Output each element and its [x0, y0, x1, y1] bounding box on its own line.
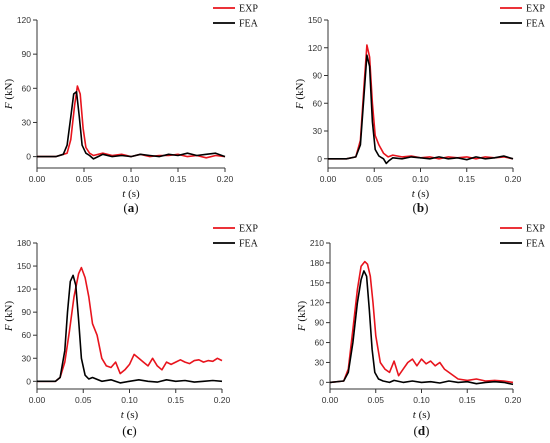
panel-label: (a)	[123, 200, 138, 215]
chart-panel-c: 0.00 0.05 0.10 0.15 0.20 0 30 60 90 120 150 180 t (s…	[3, 224, 259, 439]
x-tick-label: 0.00	[29, 395, 46, 405]
series-line-exp	[329, 260, 514, 384]
x-tick-label: 0.05	[76, 174, 93, 184]
chart-panel-d: 0.00 0.05 0.10 0.15 0.20 0 30 60 90 120 150 180 210 t…	[296, 224, 546, 439]
panel-label: (c)	[122, 423, 136, 438]
x-tick-label: 0.00	[29, 174, 46, 184]
panel-label: (b)	[413, 200, 429, 215]
x-tick-label: 0.05	[366, 174, 383, 184]
y-tick-label: 60	[22, 83, 32, 93]
y-tick-label: 150	[17, 261, 31, 271]
x-tick-label: 0.10	[121, 395, 138, 405]
y-tick-label: 120	[308, 43, 322, 53]
y-tick-label: 180	[310, 258, 324, 268]
x-tick-label: 0.10	[123, 174, 140, 184]
legend-label-exp: EXP	[239, 4, 258, 15]
x-axis-label: t (s)	[412, 188, 430, 200]
x-tick-label: 0.20	[505, 174, 522, 184]
x-tick-label: 0.20	[214, 395, 231, 405]
legend: EXP FEA	[213, 224, 259, 250]
y-tick-label: 120	[310, 298, 324, 308]
chart-panel-b: 0.00 0.05 0.10 0.15 0.20 0 30 60 90 120 150 t (s) F …	[294, 4, 546, 216]
x-tick-label: 0.15	[167, 395, 184, 405]
y-tick-label: 210	[310, 238, 324, 248]
legend: EXP FEA	[500, 4, 546, 30]
x-tick-label: 0.20	[217, 174, 234, 184]
x-tick-label: 0.20	[505, 395, 522, 405]
y-tick-label: 30	[22, 353, 32, 363]
y-axis-label: F (kN)	[294, 79, 306, 111]
y-tick-label: 0	[319, 377, 324, 387]
series-line-exp	[37, 266, 223, 383]
y-tick-label: 0	[26, 376, 31, 386]
legend: EXP FEA	[500, 224, 546, 250]
x-tick-label: 0.15	[170, 174, 187, 184]
x-tick-label: 0.00	[320, 174, 337, 184]
y-tick-label: 90	[22, 49, 32, 59]
x-tick-label: 0.15	[459, 395, 476, 405]
legend-label-fea: FEA	[239, 239, 259, 250]
legend-label-fea: FEA	[526, 239, 546, 250]
y-tick-label: 30	[315, 357, 325, 367]
y-axis-label: F (kN)	[296, 301, 308, 333]
x-axis-label: t (s)	[121, 409, 139, 421]
y-tick-label: 0	[317, 154, 322, 164]
y-tick-label: 120	[17, 284, 31, 294]
y-tick-label: 90	[313, 71, 323, 81]
y-tick-label: 60	[22, 330, 32, 340]
x-axis-label: t (s)	[413, 409, 431, 421]
y-tick-label: 0	[26, 152, 31, 162]
y-tick-label: 60	[315, 338, 325, 348]
y-axis-label: F (kN)	[3, 301, 15, 333]
series-line-exp	[37, 85, 226, 159]
series-line-fea	[329, 270, 514, 386]
legend: EXP FEA	[213, 4, 259, 30]
series-line-fea	[37, 90, 226, 160]
legend-label-exp: EXP	[526, 224, 545, 235]
y-tick-label: 120	[17, 15, 31, 25]
y-tick-label: 30	[22, 117, 32, 127]
y-tick-label: 30	[313, 126, 323, 136]
y-tick-label: 60	[313, 98, 323, 108]
legend-label-exp: EXP	[526, 4, 545, 15]
y-tick-label: 150	[310, 278, 324, 288]
series-line-fea	[37, 274, 223, 384]
panel-label: (d)	[414, 423, 430, 438]
x-tick-label: 0.15	[458, 174, 475, 184]
x-tick-label: 0.05	[75, 395, 92, 405]
series-line-exp	[328, 44, 514, 160]
chart-panel-a: 0.00 0.05 0.10 0.15 0.20 0 30 60 90 120 t (s) F (kN…	[3, 4, 259, 216]
x-tick-label: 0.05	[367, 395, 384, 405]
series-line-fea	[328, 54, 514, 165]
y-tick-label: 90	[315, 318, 325, 328]
y-tick-label: 90	[22, 307, 32, 317]
x-tick-label: 0.10	[412, 174, 429, 184]
legend-label-fea: FEA	[526, 19, 546, 30]
x-tick-label: 0.10	[413, 395, 430, 405]
y-tick-label: 180	[17, 238, 31, 248]
y-tick-label: 150	[308, 15, 322, 25]
legend-label-exp: EXP	[239, 224, 258, 235]
y-axis-label: F (kN)	[3, 79, 15, 111]
x-axis-label: t (s)	[122, 188, 140, 200]
x-tick-label: 0.00	[322, 395, 339, 405]
legend-label-fea: FEA	[239, 19, 259, 30]
